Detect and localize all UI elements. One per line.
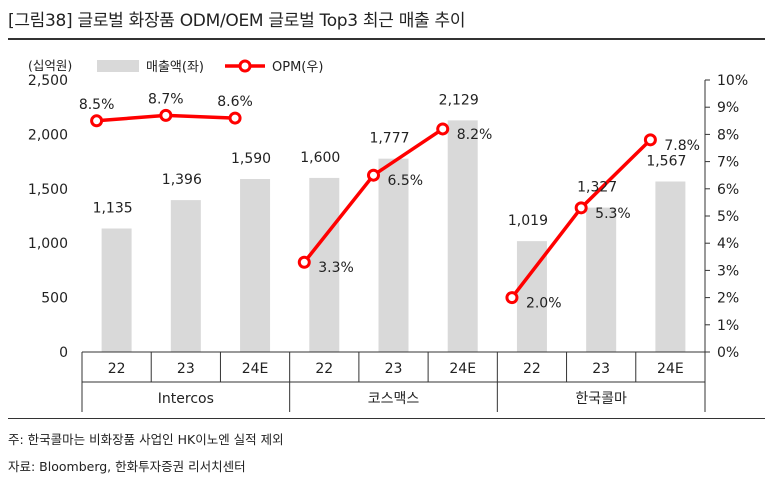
- sales-bar: [309, 177, 340, 352]
- opm-point: [436, 122, 450, 136]
- x-axis: 22 23 24E Intercos 22 23 24E 코스맥스 22 23 24E 한국콜마: [81, 351, 706, 412]
- right-axis-tick-label: 3%: [717, 263, 739, 279]
- opm-lines: [90, 108, 657, 305]
- category-label: 24E: [449, 361, 476, 377]
- sales-data-label: 1,327: [577, 180, 617, 196]
- right-axis-tick-label: 0%: [717, 345, 739, 361]
- left-axis-tick-label: 1,500: [28, 182, 68, 198]
- opm-point: [367, 168, 380, 182]
- opm-point: [159, 108, 173, 122]
- legend-line-marker: [238, 59, 252, 73]
- right-axis-tick-label: 5%: [717, 209, 739, 225]
- right-axis-tick-label: 9%: [717, 100, 739, 116]
- top-rule: [8, 38, 765, 40]
- opm-data-label: 7.8%: [664, 138, 700, 154]
- opm-data-label: 6.5%: [388, 173, 424, 189]
- right-axis-tick-label: 6%: [717, 182, 739, 198]
- sales-data-label: 1,600: [300, 150, 340, 166]
- sales-bar: [447, 120, 478, 352]
- sales-data-label: 1,590: [231, 151, 271, 167]
- right-axis-tick-label: 1%: [717, 318, 739, 334]
- right-axis-tick-label: 2%: [717, 291, 739, 307]
- sales-opm-chart: (십억원) 매출액(좌) OPM(우) 0 500 1,000 1,500 2,000 2,…: [28, 58, 748, 412]
- opm-point: [228, 111, 242, 125]
- legend-opm-label: OPM(우): [272, 60, 323, 75]
- sales-bar: [586, 207, 617, 352]
- opm-point: [574, 201, 588, 215]
- opm-data-label: 3.3%: [318, 260, 354, 276]
- sales-data-label: 1,777: [369, 131, 409, 147]
- opm-point: [643, 133, 657, 147]
- bottom-rule: [8, 418, 765, 419]
- legend: 매출액(좌) OPM(우): [97, 59, 323, 75]
- right-axis-tick-label: 8%: [717, 127, 739, 143]
- legend-bar-swatch: [97, 60, 139, 72]
- opm-data-label: 2.0%: [526, 296, 562, 312]
- right-axis-tick-label: 7%: [717, 155, 739, 171]
- footnote: 주: 한국콜마는 비화장품 사업인 HK이노엔 실적 제외: [8, 432, 284, 447]
- sales-bar: [655, 181, 686, 352]
- sales-data-label: 2,129: [439, 92, 479, 108]
- left-axis-tick-label: 500: [41, 291, 68, 307]
- category-label: 24E: [657, 361, 684, 377]
- category-label: 23: [177, 361, 195, 377]
- opm-point: [90, 114, 104, 128]
- opm-data-label: 8.6%: [217, 94, 253, 110]
- category-label: 23: [385, 361, 403, 377]
- opm-point: [505, 291, 519, 305]
- sales-data-label: 1,396: [162, 172, 202, 188]
- source-note: 자료: Bloomberg, 한화투자증권 리서치센터: [8, 459, 246, 474]
- figure-title: [그림38] 글로벌 화장품 ODM/OEM 글로벌 Top3 최근 매출 추이: [8, 11, 466, 31]
- category-label: 22: [108, 361, 126, 377]
- data-labels: 1,135 1,396 1,590 8.5% 8.7% 8.6% 1,600 1,777 2,1…: [79, 91, 700, 311]
- group-label: 코스맥스: [368, 391, 420, 407]
- sales-bar: [240, 179, 271, 352]
- right-axis-tick-label: 4%: [717, 236, 739, 252]
- opm-data-label: 8.5%: [79, 97, 115, 113]
- left-axis-tick-label: 1,000: [28, 236, 68, 252]
- sales-bar: [101, 228, 132, 352]
- sales-bar: [378, 158, 409, 352]
- opm-point: [297, 255, 311, 269]
- sales-data-label: 1,019: [508, 213, 548, 229]
- left-axis-unit-label: (십억원): [28, 58, 72, 73]
- category-label: 24E: [242, 361, 269, 377]
- category-label: 23: [592, 361, 610, 377]
- category-label: 22: [523, 361, 541, 377]
- right-axis-tick-label: 10%: [717, 73, 748, 89]
- category-label: 22: [315, 361, 333, 377]
- sales-bar: [170, 200, 201, 352]
- opm-data-label: 5.3%: [595, 206, 631, 222]
- sales-data-label: 1,567: [646, 154, 686, 170]
- left-axis-tick-label: 2,000: [28, 127, 68, 143]
- left-axis-tick-label: 0: [59, 345, 68, 361]
- group-label: Intercos: [158, 391, 214, 407]
- left-axis-tick-label: 2,500: [28, 73, 68, 89]
- axes: 0 500 1,000 1,500 2,000 2,500 0% 1% 2% 3% 4% 5% 6% 7%…: [28, 73, 748, 361]
- sales-data-label: 1,135: [93, 201, 133, 217]
- opm-data-label: 8.2%: [457, 127, 493, 143]
- legend-sales-label: 매출액(좌): [146, 60, 204, 75]
- group-label: 한국콜마: [575, 391, 627, 407]
- bars: [101, 120, 686, 352]
- opm-data-label: 8.7%: [148, 91, 184, 107]
